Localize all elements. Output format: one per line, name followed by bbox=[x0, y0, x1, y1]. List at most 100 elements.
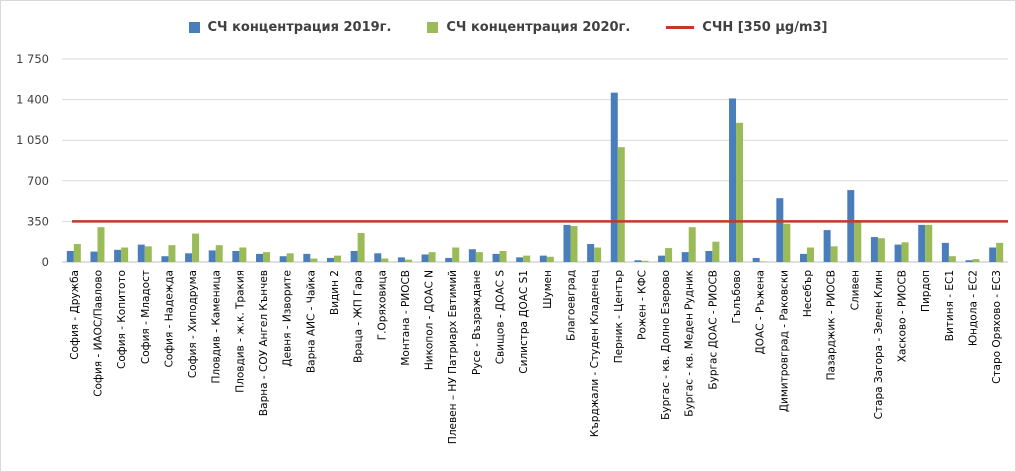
bar-2020 bbox=[452, 247, 460, 262]
x-tick-label: Пловдив - Каменица bbox=[211, 270, 223, 384]
bar-2019 bbox=[445, 257, 453, 262]
x-tick-label: София - Хиподрума bbox=[187, 270, 199, 378]
x-tick-label: Стара Загора - Зелен Клин bbox=[873, 270, 885, 419]
bar-2019 bbox=[634, 260, 642, 262]
x-tick-label: Пловдив - ж.к. Тракия bbox=[234, 270, 246, 393]
bar-2020 bbox=[144, 246, 152, 262]
x-tick-label: Варна - СОУ Ангел Кънчев bbox=[258, 270, 270, 416]
bar-2020 bbox=[546, 256, 554, 262]
x-tick-label: Старо Оряхово - ЕС3 bbox=[991, 270, 1003, 384]
x-tick-label: София - Надежда bbox=[163, 270, 175, 368]
bar-2020 bbox=[263, 252, 271, 262]
bar-2020 bbox=[617, 147, 625, 262]
bar-2019 bbox=[232, 250, 240, 262]
x-tick-label: Кърджали - Студен Кладенец bbox=[589, 270, 601, 437]
legend-label-limit: СЧН [350 µg/m3] bbox=[702, 20, 828, 35]
x-tick-label: Пазарджик - РИОСВ bbox=[826, 270, 838, 380]
bar-2020 bbox=[594, 247, 602, 262]
bar-2020 bbox=[121, 247, 129, 262]
bar-2019 bbox=[847, 190, 855, 262]
legend-item-2019: СЧ концентрация 2019г. bbox=[188, 20, 392, 35]
bar-2019 bbox=[563, 224, 571, 262]
bar-2020 bbox=[404, 259, 412, 262]
bar-2020 bbox=[712, 241, 720, 262]
bar-2020 bbox=[357, 233, 365, 262]
legend-label-2020: СЧ концентрация 2020г. bbox=[446, 20, 631, 35]
bar-2019 bbox=[989, 247, 997, 262]
bar-2019 bbox=[421, 254, 429, 262]
x-tick-label: Юндола - ЕС2 bbox=[968, 270, 980, 346]
bar-2020 bbox=[428, 252, 436, 262]
x-tick-label: Русе - Възраждане bbox=[471, 270, 483, 375]
chart-legend: СЧ концентрация 2019г. СЧ концентрация 2… bbox=[0, 20, 1016, 35]
bar-2020 bbox=[901, 242, 909, 262]
bar-2019 bbox=[941, 242, 949, 262]
x-tick-label: Бургас - кв. Долно Езерово bbox=[660, 270, 672, 420]
x-tick-label: Девня - Изворите bbox=[282, 270, 294, 367]
bar-2019 bbox=[90, 251, 98, 262]
bar-2020 bbox=[665, 248, 673, 262]
bar-2019 bbox=[185, 253, 193, 262]
bar-2020 bbox=[499, 250, 507, 262]
bar-2019 bbox=[279, 256, 287, 262]
x-tick-label: Сливен bbox=[849, 270, 861, 310]
x-tick-label: София - Копитото bbox=[116, 270, 128, 369]
x-tick-label: ДОАС - Ръжена bbox=[755, 270, 767, 354]
y-tick-label: 1 750 bbox=[16, 52, 49, 66]
x-tick-label: Шумен bbox=[542, 270, 554, 309]
legend-item-2020: СЧ концентрация 2020г. bbox=[427, 20, 630, 35]
legend-swatch-2020 bbox=[427, 22, 439, 33]
bar-2020 bbox=[215, 245, 223, 262]
bar-2020 bbox=[97, 227, 105, 262]
bar-2020 bbox=[925, 224, 933, 262]
bar-2019 bbox=[658, 255, 666, 262]
bar-2019 bbox=[870, 237, 878, 262]
bar-2020 bbox=[381, 258, 389, 262]
bar-2020 bbox=[310, 258, 318, 262]
bar-2019 bbox=[516, 257, 524, 262]
bar-2019 bbox=[161, 256, 169, 262]
legend-swatch-limit bbox=[666, 26, 695, 29]
bar-2020 bbox=[688, 227, 696, 262]
bar-2019 bbox=[752, 257, 760, 262]
x-tick-label: Гълъбово bbox=[731, 270, 743, 323]
x-tick-label: Видин 2 bbox=[329, 270, 341, 315]
bar-2020 bbox=[854, 220, 862, 262]
x-tick-label: София - Дружба bbox=[69, 270, 81, 360]
bar-2019 bbox=[894, 244, 902, 262]
bar-2019 bbox=[256, 253, 264, 262]
bar-2019 bbox=[539, 255, 547, 262]
bar-2020 bbox=[475, 252, 483, 262]
y-tick-label: 1 050 bbox=[16, 133, 49, 147]
bar-2019 bbox=[610, 92, 618, 262]
x-tick-label: Никопол - ДОАС N bbox=[424, 270, 436, 370]
bar-2020 bbox=[286, 253, 294, 262]
x-tick-label: Враца - ЖП Гара bbox=[353, 270, 365, 363]
legend-label-2019: СЧ концентрация 2019г. bbox=[207, 20, 392, 35]
bar-2020 bbox=[806, 247, 814, 262]
bar-2020 bbox=[759, 261, 767, 262]
bar-2019 bbox=[114, 249, 122, 262]
bar-2019 bbox=[350, 250, 358, 262]
bar-2020 bbox=[830, 246, 838, 262]
legend-swatch-2019 bbox=[188, 22, 200, 33]
bar-2020 bbox=[192, 233, 200, 262]
y-tick-label: 0 bbox=[42, 255, 49, 269]
bar-2019 bbox=[799, 253, 807, 262]
bar-2019 bbox=[918, 224, 926, 262]
x-tick-label: Г.Оряховица bbox=[376, 270, 388, 340]
x-tick-label: Димитровград - Раковски bbox=[778, 270, 790, 412]
bar-2019 bbox=[303, 253, 311, 262]
x-tick-label: Бургас ДОАС - РИОСВ bbox=[707, 270, 719, 390]
y-tick-label: 350 bbox=[27, 214, 49, 228]
x-tick-label: Силистра ДОАС S1 bbox=[518, 270, 530, 374]
bar-2019 bbox=[326, 257, 334, 262]
bar-2020 bbox=[570, 226, 578, 262]
bar-2020 bbox=[783, 223, 791, 262]
bar-2020 bbox=[972, 259, 980, 262]
x-tick-label: Пирдоп bbox=[920, 270, 932, 312]
x-tick-label: Свищов - ДОАС S bbox=[495, 270, 507, 365]
bar-2020 bbox=[333, 255, 341, 262]
y-tick-label: 700 bbox=[27, 174, 49, 188]
